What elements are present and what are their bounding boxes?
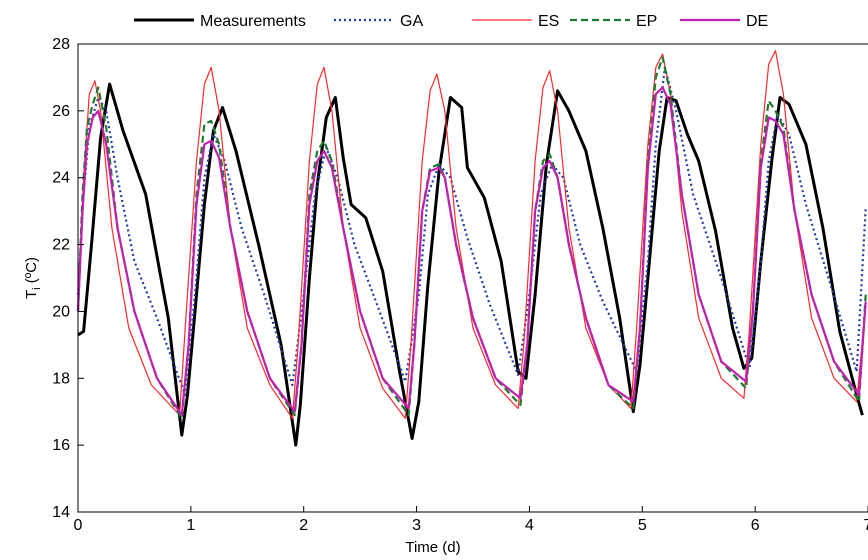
y-axis-label-unit: (ºC) <box>23 257 40 287</box>
y-tick-label: 24 <box>52 170 70 187</box>
y-axis-label-main: T <box>23 290 40 299</box>
series-line-ep <box>76 56 867 420</box>
x-tick-label: 7 <box>864 517 868 534</box>
plot-frame <box>77 43 868 513</box>
series-line-de <box>76 86 867 417</box>
y-tick-label: 26 <box>52 103 70 120</box>
plot-series <box>76 50 867 447</box>
legend-label-ep: EP <box>636 13 657 30</box>
y-tick-label: 20 <box>52 303 70 320</box>
x-tick-label: 1 <box>186 517 195 534</box>
x-tick-label: 2 <box>299 517 308 534</box>
legend: Measurements GA ES EP DE <box>134 13 768 30</box>
y-tick-label: 14 <box>52 504 70 521</box>
legend-label-de: DE <box>746 13 768 30</box>
x-axis-ticks: 0 1 2 3 4 5 6 7 <box>74 506 868 534</box>
y-tick-label: 28 <box>52 36 70 53</box>
x-tick-label: 5 <box>638 517 647 534</box>
y-tick-label: 16 <box>52 437 70 454</box>
y-axis-label: Ti (ºC) <box>23 257 43 299</box>
series-line-ga <box>76 66 867 397</box>
y-axis-label-subscript: i <box>31 287 43 289</box>
x-tick-label: 0 <box>74 517 83 534</box>
series-line-es <box>77 50 867 419</box>
legend-label-measurements: Measurements <box>200 13 306 30</box>
y-tick-label: 22 <box>52 237 70 254</box>
y-axis-ticks: 14 16 18 20 22 24 26 28 <box>52 36 84 521</box>
y-tick-label: 18 <box>52 370 70 387</box>
legend-label-ga: GA <box>400 13 423 30</box>
x-tick-label: 3 <box>412 517 421 534</box>
x-axis-label: Time (d) <box>405 539 460 556</box>
series-line-measurements <box>77 82 864 447</box>
x-tick-label: 6 <box>751 517 760 534</box>
legend-label-es: ES <box>538 13 559 30</box>
x-tick-label: 4 <box>525 517 534 534</box>
